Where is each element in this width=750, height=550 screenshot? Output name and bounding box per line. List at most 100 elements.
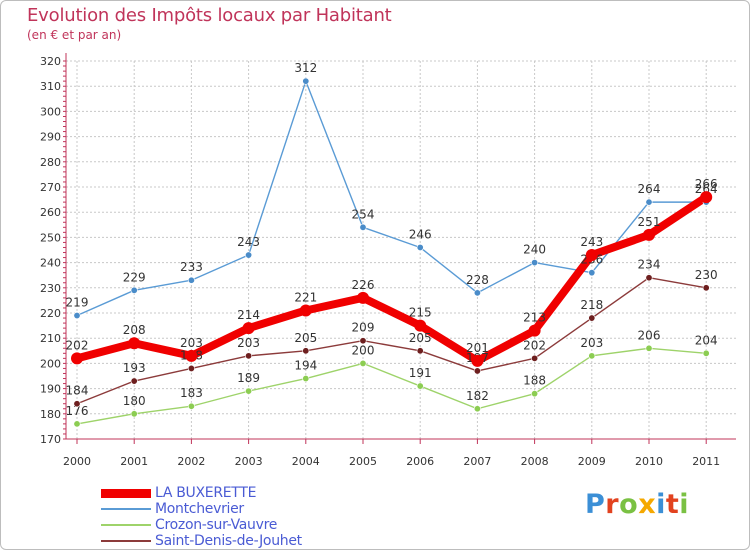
- data-point-crozon-sur-vauvre: [416, 382, 424, 390]
- x-tick-label: 2002: [177, 455, 205, 468]
- data-point-la-buxerette: [71, 352, 83, 365]
- data-point-saint-denis-de-jouhet: [359, 337, 367, 345]
- data-label-la-buxerette: 202: [66, 338, 89, 352]
- data-label-la-buxerette: 243: [580, 235, 603, 249]
- logo-letter: t: [665, 489, 680, 520]
- data-point-crozon-sur-vauvre: [302, 375, 310, 383]
- legend-label: Montchevrier: [155, 501, 244, 517]
- data-label-la-buxerette: 201: [466, 341, 489, 355]
- x-tick-label: 2007: [463, 455, 491, 468]
- series-line-montchevrier: [76, 80, 707, 317]
- data-point-crozon-sur-vauvre: [702, 349, 710, 357]
- y-tick-label: 280: [40, 156, 61, 169]
- data-point-saint-denis-de-jouhet: [130, 377, 138, 385]
- data-label-saint-denis-de-jouhet: 193: [123, 361, 146, 375]
- y-tick-label: 180: [40, 408, 61, 421]
- data-point-montchevrier: [187, 276, 195, 284]
- logo-letter: x: [638, 489, 657, 520]
- data-point-saint-denis-de-jouhet: [187, 364, 195, 372]
- data-point-la-buxerette: [357, 291, 369, 304]
- y-tick-label: 310: [40, 80, 61, 93]
- data-label-montchevrier: 243: [237, 235, 260, 249]
- legend-swatch: [101, 488, 151, 498]
- y-tick-label: 290: [40, 131, 61, 144]
- y-tick-label: 250: [40, 231, 61, 244]
- data-label-montchevrier: 264: [638, 182, 661, 196]
- data-label-saint-denis-de-jouhet: 234: [638, 258, 661, 272]
- data-label-montchevrier: 229: [123, 270, 146, 284]
- data-point-montchevrier: [416, 243, 424, 251]
- data-label-crozon-sur-vauvre: 183: [180, 386, 203, 400]
- data-point-la-buxerette: [643, 228, 655, 241]
- data-point-la-buxerette: [299, 304, 312, 317]
- data-label-montchevrier: 233: [180, 260, 203, 274]
- y-tick-label: 170: [40, 433, 61, 446]
- logo-letter: o: [619, 489, 639, 520]
- data-point-crozon-sur-vauvre: [588, 352, 596, 360]
- x-tick-label: 2006: [406, 455, 434, 468]
- x-tick-label: 2008: [521, 455, 549, 468]
- data-label-montchevrier: 219: [66, 296, 89, 310]
- data-point-la-buxerette: [185, 349, 198, 362]
- data-label-crozon-sur-vauvre: 206: [638, 328, 661, 342]
- proxiti-logo: Proxiti: [585, 489, 689, 520]
- data-label-saint-denis-de-jouhet: 205: [409, 331, 432, 345]
- data-point-montchevrier: [645, 198, 653, 206]
- data-label-la-buxerette: 226: [352, 278, 375, 292]
- data-label-la-buxerette: 221: [294, 290, 317, 304]
- data-label-montchevrier: 312: [294, 61, 317, 75]
- data-label-saint-denis-de-jouhet: 230: [695, 268, 718, 282]
- data-label-crozon-sur-vauvre: 194: [294, 359, 317, 373]
- x-tick-label: 2004: [292, 455, 320, 468]
- data-label-saint-denis-de-jouhet: 209: [352, 321, 375, 335]
- y-tick-label: 260: [40, 206, 61, 219]
- x-tick-label: 2001: [120, 455, 148, 468]
- data-point-la-buxerette: [128, 337, 141, 350]
- logo-letter: i: [656, 489, 666, 520]
- data-point-crozon-sur-vauvre: [473, 405, 481, 413]
- data-point-saint-denis-de-jouhet: [245, 352, 253, 360]
- legend-item: LA BUXERETTE: [101, 485, 302, 501]
- data-point-montchevrier: [302, 77, 310, 85]
- data-point-saint-denis-de-jouhet: [645, 274, 653, 282]
- y-tick-label: 220: [40, 307, 61, 320]
- data-label-montchevrier: 264: [695, 182, 718, 196]
- y-tick-label: 320: [40, 55, 61, 68]
- y-tick-label: 240: [40, 257, 61, 270]
- data-label-la-buxerette: 214: [237, 308, 260, 322]
- y-tick-label: 200: [40, 357, 61, 370]
- data-label-saint-denis-de-jouhet: 202: [523, 338, 546, 352]
- data-label-saint-denis-de-jouhet: 184: [66, 384, 89, 398]
- data-point-montchevrier: [130, 286, 138, 294]
- data-label-montchevrier: 254: [352, 207, 375, 221]
- data-label-la-buxerette: 203: [180, 336, 203, 350]
- logo-letter: i: [679, 489, 690, 520]
- data-point-crozon-sur-vauvre: [531, 390, 539, 398]
- series-line-la-buxerette: [73, 193, 711, 365]
- data-point-montchevrier: [73, 312, 81, 320]
- data-label-saint-denis-de-jouhet: 205: [294, 331, 317, 345]
- y-tick-label: 190: [40, 383, 61, 396]
- data-label-saint-denis-de-jouhet: 218: [580, 298, 603, 312]
- data-point-crozon-sur-vauvre: [187, 402, 195, 410]
- data-label-montchevrier: 228: [466, 273, 489, 287]
- chart-title: Evolution des Impôts locaux par Habitant: [27, 5, 392, 26]
- data-point-saint-denis-de-jouhet: [416, 347, 424, 355]
- data-point-saint-denis-de-jouhet: [531, 354, 539, 362]
- data-point-montchevrier: [245, 251, 253, 259]
- data-point-crozon-sur-vauvre: [73, 420, 81, 428]
- data-label-crozon-sur-vauvre: 189: [237, 371, 260, 385]
- series-line-saint-denis-de-jouhet: [76, 277, 707, 405]
- series-line-crozon-sur-vauvre: [76, 347, 707, 425]
- y-tick-label: 270: [40, 181, 61, 194]
- data-point-montchevrier: [531, 259, 539, 267]
- data-point-saint-denis-de-jouhet: [73, 400, 81, 408]
- data-point-montchevrier: [588, 269, 596, 277]
- legend-swatch: [101, 524, 151, 526]
- data-label-la-buxerette: 208: [123, 323, 146, 337]
- x-tick-label: 2000: [63, 455, 91, 468]
- data-label-crozon-sur-vauvre: 182: [466, 389, 489, 403]
- data-point-montchevrier: [473, 289, 481, 297]
- data-label-crozon-sur-vauvre: 180: [123, 394, 146, 408]
